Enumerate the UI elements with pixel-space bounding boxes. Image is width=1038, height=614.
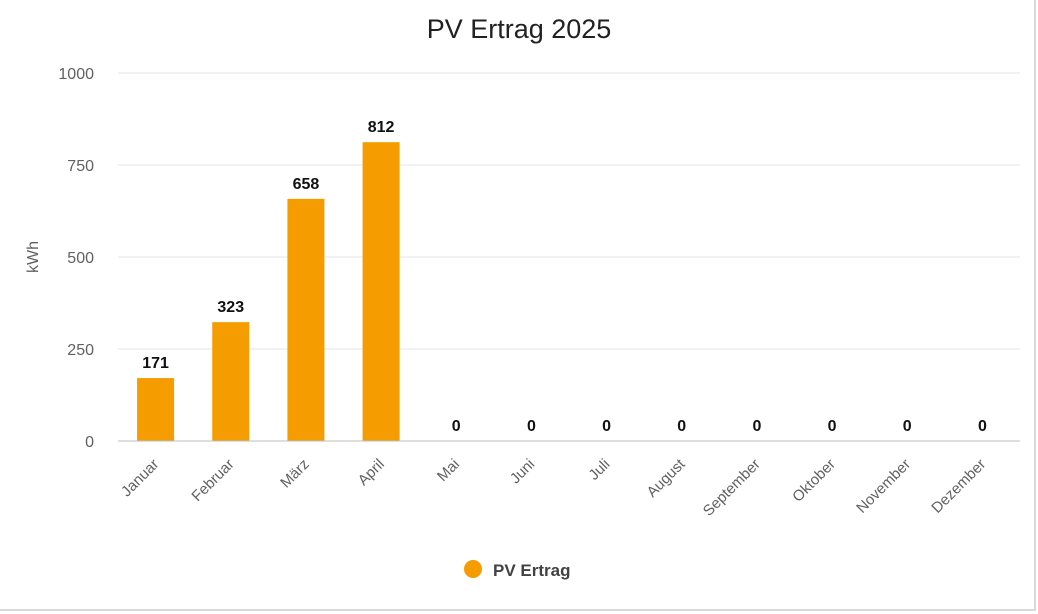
y-tick-label-750: 750 [67,158,94,175]
data-label-april: 812 [368,119,395,136]
y-axis-label: kWh [25,241,42,273]
x-tick-label-dezember: Dezember [928,456,989,517]
x-axis-ticks: Januar Februar März April Mai Juni Juli August S… [118,455,989,519]
x-tick-label-oktober: Oktober [789,456,839,506]
x-tick-label-november: November [853,456,914,517]
bars [137,142,400,441]
data-label-maerz: 658 [293,176,320,193]
data-label-mai: 0 [452,418,461,435]
legend-label-pv-ertrag: PV Ertrag [493,561,570,580]
data-label-august: 0 [677,418,686,435]
y-tick-label-500: 500 [67,250,94,267]
bar-februar[interactable] [212,322,250,441]
data-label-november: 0 [903,418,912,435]
bar-januar[interactable] [137,378,175,441]
x-tick-label-februar: Februar [188,456,237,505]
x-tick-label-august: August [644,455,690,501]
data-label-september: 0 [752,418,761,435]
x-tick-label-juni: Juni [507,456,538,487]
data-label-juni: 0 [527,418,536,435]
x-tick-label-mai: Mai [434,456,463,485]
x-tick-label-april: April [355,456,388,489]
data-label-januar: 171 [142,355,169,372]
bar-april[interactable] [362,142,400,441]
chart-title: PV Ertrag 2025 [427,14,612,44]
x-tick-label-maerz: März [277,456,313,492]
data-label-juli: 0 [602,418,611,435]
data-labels: 171 323 658 812 0 0 0 0 0 0 0 0 [142,119,987,435]
y-axis-ticks: 0 250 500 750 1000 [58,66,94,451]
x-tick-label-september: September [700,456,764,520]
y-tick-label-250: 250 [67,342,94,359]
bar-maerz[interactable] [287,198,325,441]
y-tick-label-1000: 1000 [58,66,94,83]
legend[interactable]: PV Ertrag [464,560,570,580]
data-label-februar: 323 [217,299,244,316]
x-tick-label-januar: Januar [118,456,162,500]
data-label-oktober: 0 [828,418,837,435]
legend-swatch-pv-ertrag [464,560,482,578]
y-tick-label-0: 0 [85,434,94,451]
gridlines [118,72,1020,350]
data-label-dezember: 0 [978,418,987,435]
x-tick-label-juli: Juli [585,456,613,484]
